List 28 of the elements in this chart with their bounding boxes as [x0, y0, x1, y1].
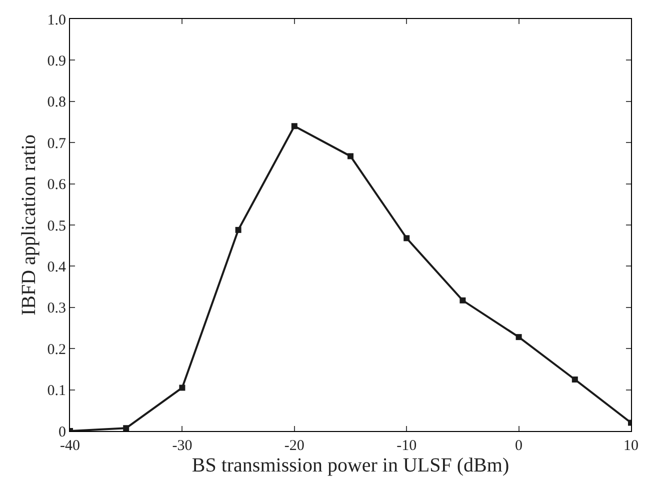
y-tick-label: 0.8 — [47, 94, 66, 111]
point — [460, 297, 466, 304]
y-tick-label: 0.6 — [47, 177, 66, 194]
point — [516, 334, 522, 340]
x-tick-label: -40 — [60, 438, 80, 454]
y-tick-label: 0.4 — [47, 259, 66, 276]
x-tick-label: -10 — [396, 438, 417, 454]
y-tick-label: 0.7 — [47, 136, 66, 152]
y-tick-label: 0.5 — [47, 218, 66, 234]
point — [348, 153, 354, 160]
y-tick-label: 1.0 — [47, 12, 66, 28]
point — [123, 425, 130, 431]
y-axis-title: IBFD application ratio — [18, 134, 40, 316]
y-tick-label: 0.1 — [47, 383, 66, 400]
point — [404, 235, 410, 242]
y-tick-label: 0 — [58, 424, 66, 440]
x-axis-title: BS transmission power in ULSF (dBm) — [192, 454, 510, 476]
point — [291, 123, 298, 130]
y-tick-label: 0.9 — [47, 53, 66, 70]
x-tick-label: 0 — [515, 438, 523, 454]
x-tick-label: -30 — [172, 438, 192, 454]
x-tick-label: 10 — [624, 438, 638, 454]
point — [179, 384, 186, 391]
point — [235, 226, 242, 233]
point — [572, 376, 578, 382]
x-tick-label: -20 — [284, 438, 304, 454]
y-tick-label: 0.2 — [47, 342, 66, 358]
y-tick-label: 0.3 — [47, 300, 66, 317]
